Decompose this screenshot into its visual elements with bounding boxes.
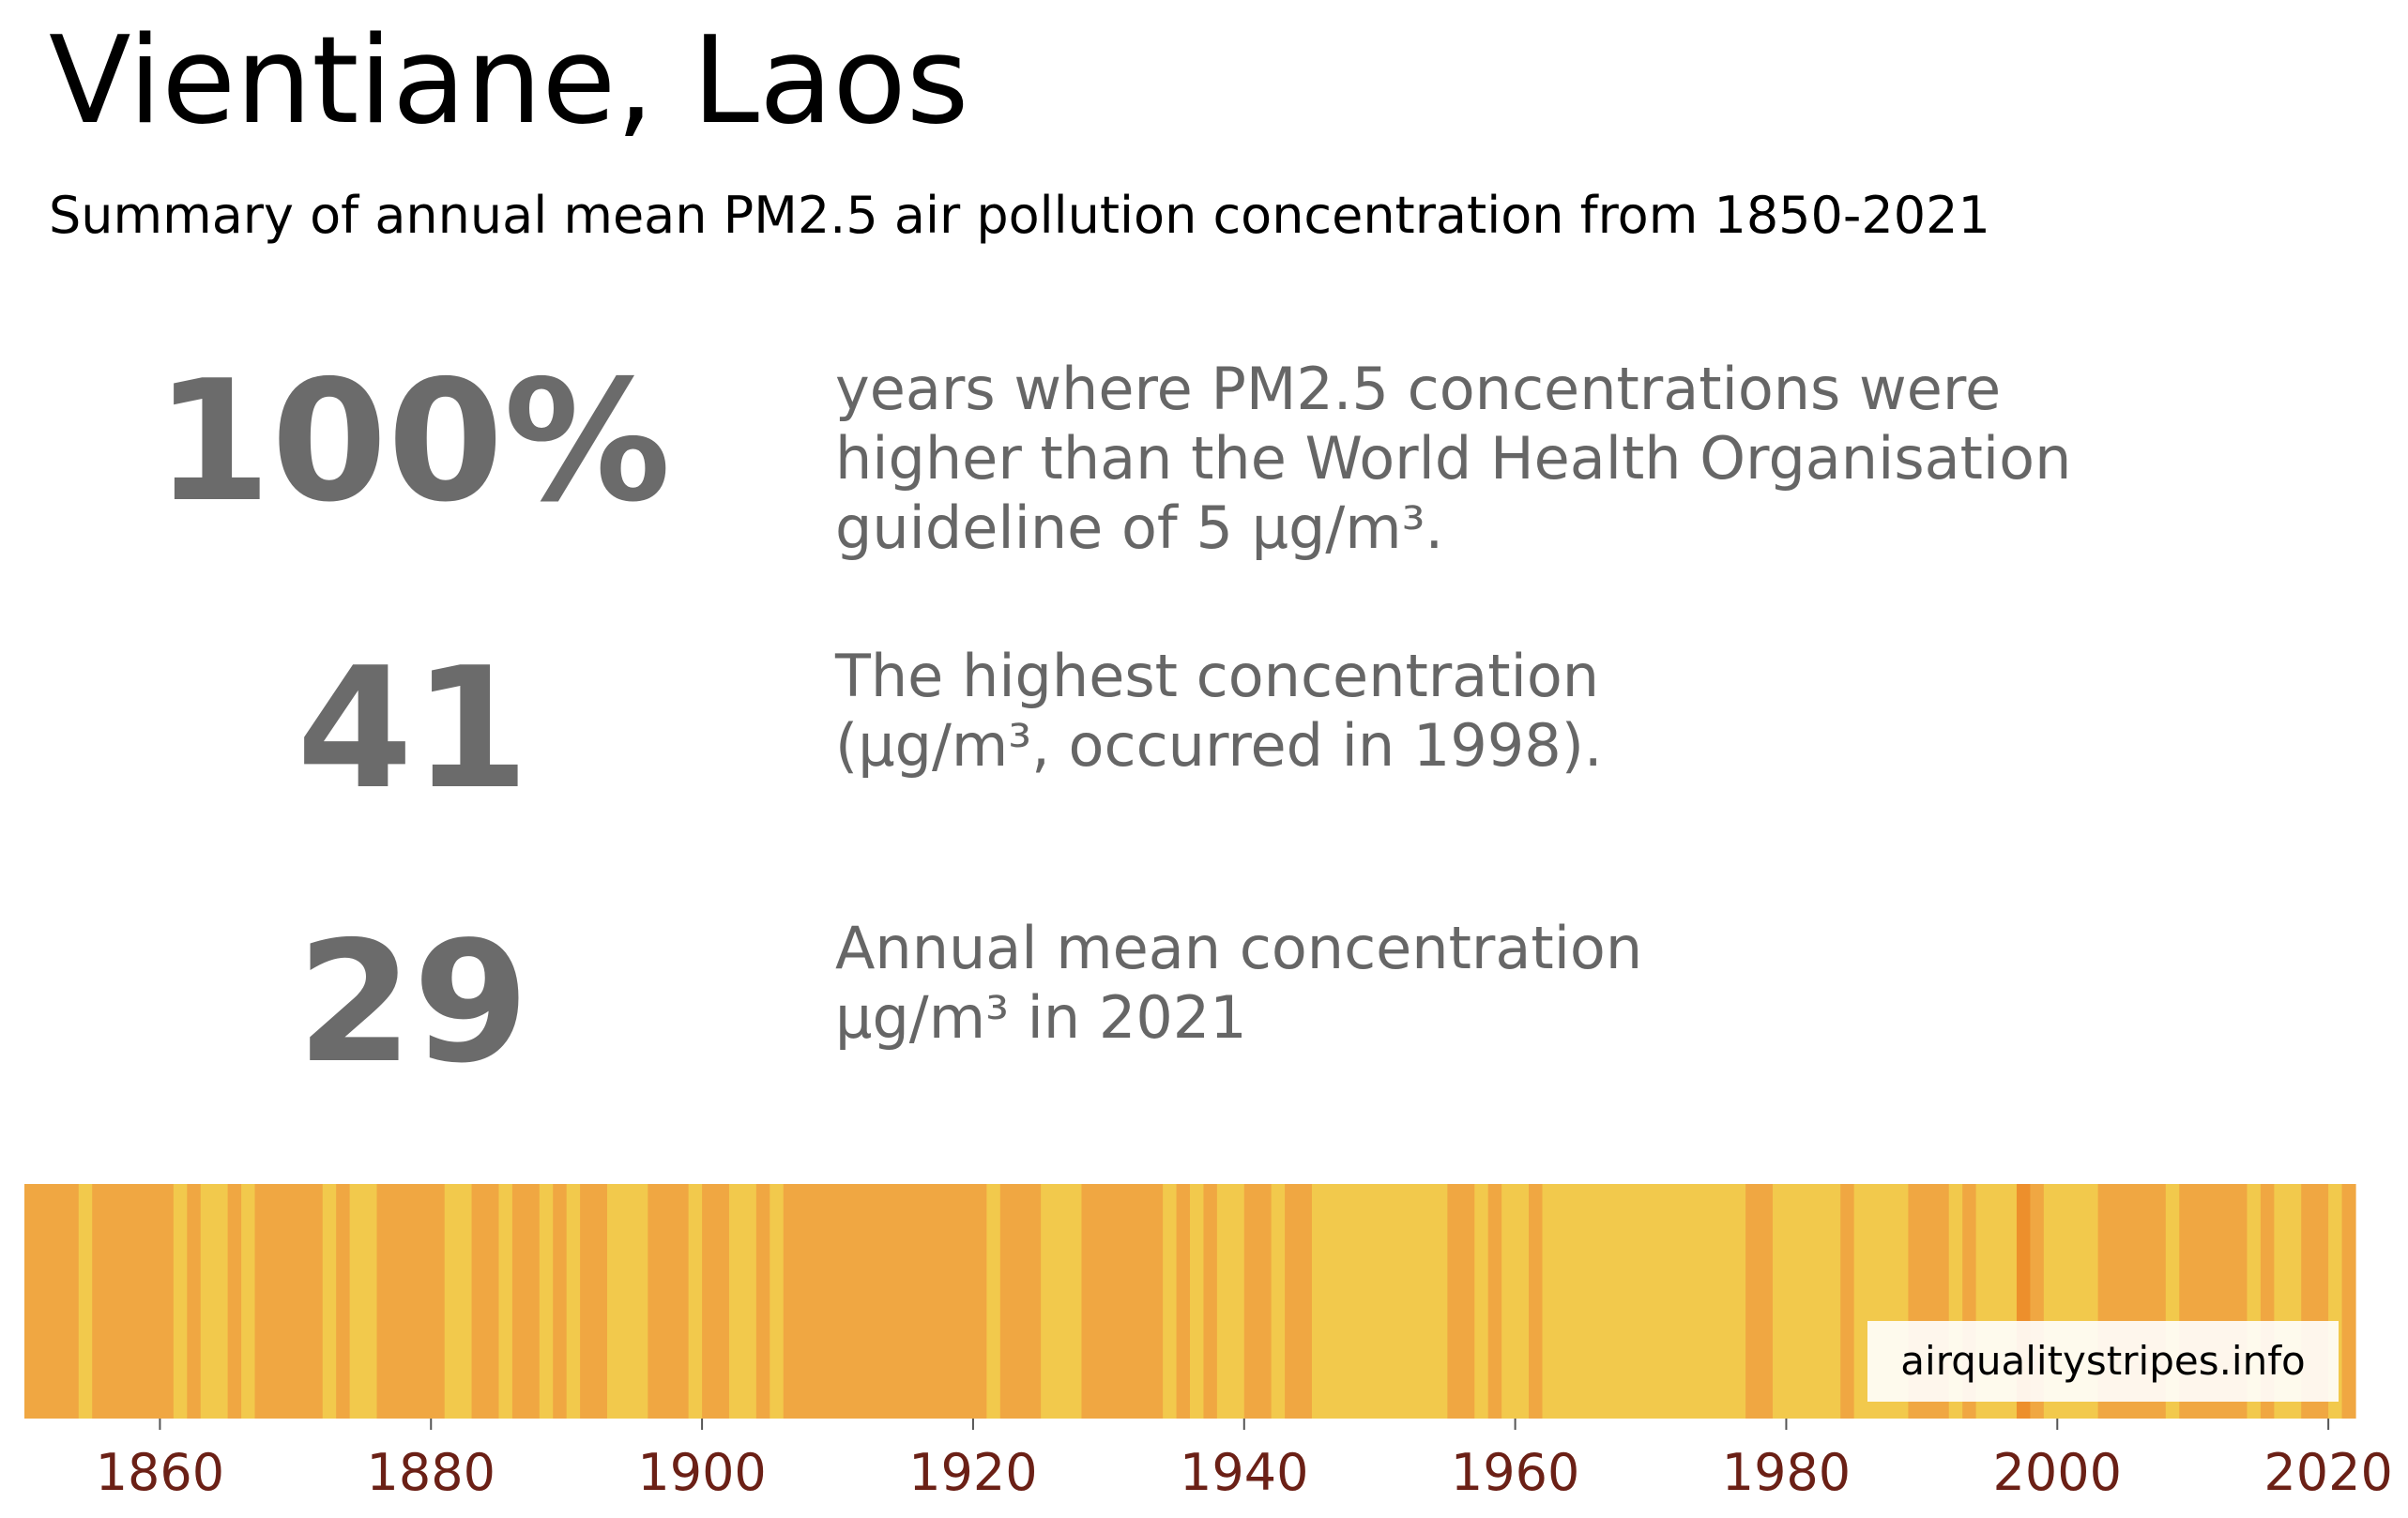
stripe-band [376,1184,446,1419]
stat-text-line: The highest concentration [835,642,1600,710]
x-tick-label: 2020 [2263,1443,2392,1502]
x-tick-label: 2000 [1993,1443,2122,1502]
stripe-band [227,1184,242,1419]
stripe-band [566,1184,581,1419]
stripe-band [349,1184,378,1419]
stripe-band [1216,1184,1245,1419]
x-tick-label: 1920 [908,1443,1037,1502]
stripe-band [2341,1184,2356,1419]
x-tick-label: 1860 [96,1443,224,1502]
stripe-band [1243,1184,1273,1419]
stripe-band [322,1184,337,1419]
stripe-band [1176,1184,1191,1419]
stripe-band [986,1184,1001,1419]
stripe-band [1840,1184,1855,1419]
x-tick-label: 1960 [1451,1443,1579,1502]
page-title: Vientiane, Laos [49,11,969,151]
stripe-band [511,1184,541,1419]
stripe-band [770,1184,785,1419]
x-tick-label: 1880 [367,1443,495,1502]
stripe-band [607,1184,648,1419]
stripe-band [1203,1184,1218,1419]
stat-value-highest: 41 [297,631,529,826]
x-tick-label: 1900 [637,1443,766,1502]
stat-value-latest: 29 [297,905,529,1100]
stat-text-latest: Annual mean concentration µg/m³ in 2021 [835,914,2337,1053]
stripe-band [1447,1184,1475,1419]
stat-text-line: years where PM2.5 concentrations were [835,355,2002,423]
stat-text-line: guideline of 5 µg/m³. [835,493,1444,562]
stripe-band [728,1184,757,1419]
stripe-band [1501,1184,1530,1419]
stripe-band [1041,1184,1083,1419]
x-tick-label: 1940 [1180,1443,1308,1502]
stripe-band [78,1184,93,1419]
stripe-band [24,1184,80,1419]
stat-text-highest: The highest concentration (µg/m³, occurr… [835,642,2337,781]
stripe-band [688,1184,703,1419]
stat-value-percent: 100% [155,344,671,539]
stripe-band [702,1184,730,1419]
stripe-band [999,1184,1042,1419]
stripe-band [173,1184,188,1419]
stat-text-line: Annual mean concentration [835,914,1643,982]
stripe-band [1474,1184,1489,1419]
stat-text-percent: years where PM2.5 concentrations were hi… [835,355,2337,563]
page-subtitle: Summary of annual mean PM2.5 air polluti… [49,186,1990,245]
x-tick-label: 1980 [1722,1443,1851,1502]
stripe-band [580,1184,608,1419]
stripe-band [648,1184,690,1419]
stat-text-line: µg/m³ in 2021 [835,983,1247,1052]
stripe-band [1285,1184,1313,1419]
stat-text-line: higher than the World Health Organisatio… [835,424,2072,493]
stripe-band [200,1184,229,1419]
credit-label: airqualitystripes.info [1867,1321,2339,1402]
stripe-band [444,1184,473,1419]
stripe-band [783,1184,987,1419]
stripe-band [187,1184,202,1419]
stripe-band [1311,1184,1448,1419]
stripe-band [254,1184,324,1419]
stripe-band [1529,1184,1544,1419]
stripe-band [1542,1184,1746,1419]
stripe-band [553,1184,568,1419]
stripe-band [1773,1184,1841,1419]
stripe-band [471,1184,500,1419]
stripe-band [1081,1184,1164,1419]
stripe-band [755,1184,770,1419]
stripe-band [1163,1184,1178,1419]
stat-text-line: (µg/m³, occurred in 1998). [835,711,1603,780]
stripe-band [92,1184,175,1419]
stripe-band [1487,1184,1502,1419]
stripe-band [336,1184,351,1419]
stripe-band [241,1184,256,1419]
stripe-band [1190,1184,1205,1419]
stripe-band [1271,1184,1286,1419]
stripe-band [498,1184,513,1419]
stripe-band [539,1184,554,1419]
stripe-band [1745,1184,1774,1419]
